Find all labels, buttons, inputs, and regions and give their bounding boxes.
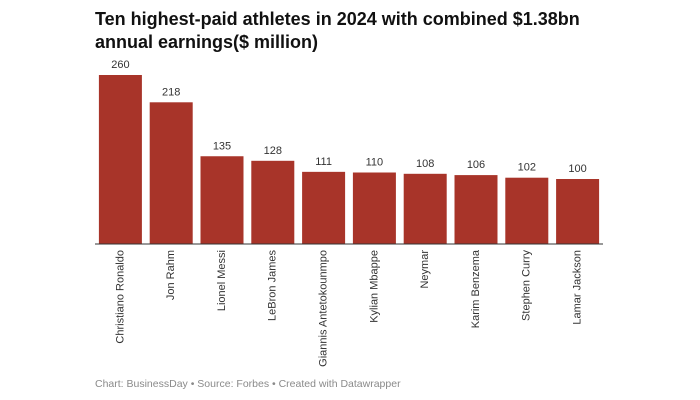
data-label: 110 (366, 157, 384, 169)
bar (556, 179, 600, 244)
bar (98, 75, 142, 244)
bar (505, 177, 549, 244)
data-label: 108 (416, 158, 434, 170)
data-label: 102 (518, 162, 536, 174)
source-note: Chart: BusinessDay • Source: Forbes • Cr… (95, 378, 401, 390)
bar (302, 171, 346, 244)
data-label: 260 (111, 59, 129, 71)
data-label: 100 (568, 163, 586, 175)
bar (403, 173, 447, 244)
x-tick-label: Christiano Ronaldo (114, 250, 126, 344)
chart-title: Ten highest-paid athletes in 2024 with c… (95, 9, 580, 52)
x-tick-label: Kylian Mbappe (368, 250, 380, 323)
x-tick-label: Neymar (419, 250, 431, 289)
bar (251, 160, 295, 244)
x-tick-label: Lamar Jackson (572, 250, 584, 325)
x-tick-label: Jon Rahm (165, 250, 177, 300)
data-label: 218 (162, 86, 180, 98)
bar (454, 175, 498, 244)
x-tick-label: Stephen Curry (521, 250, 533, 321)
bar (149, 102, 193, 244)
bar (200, 156, 244, 244)
data-label: 135 (213, 140, 231, 152)
bar (352, 172, 396, 244)
data-label: 106 (467, 159, 485, 171)
x-tick-label: Lionel Messi (216, 250, 228, 311)
data-label: 128 (264, 145, 282, 157)
x-tick-label: Giannis Antetokounmpo (318, 250, 330, 367)
x-tick-label: Karim Benzema (470, 249, 482, 328)
data-label: 111 (315, 156, 332, 168)
x-tick-label: LeBron James (267, 250, 279, 321)
